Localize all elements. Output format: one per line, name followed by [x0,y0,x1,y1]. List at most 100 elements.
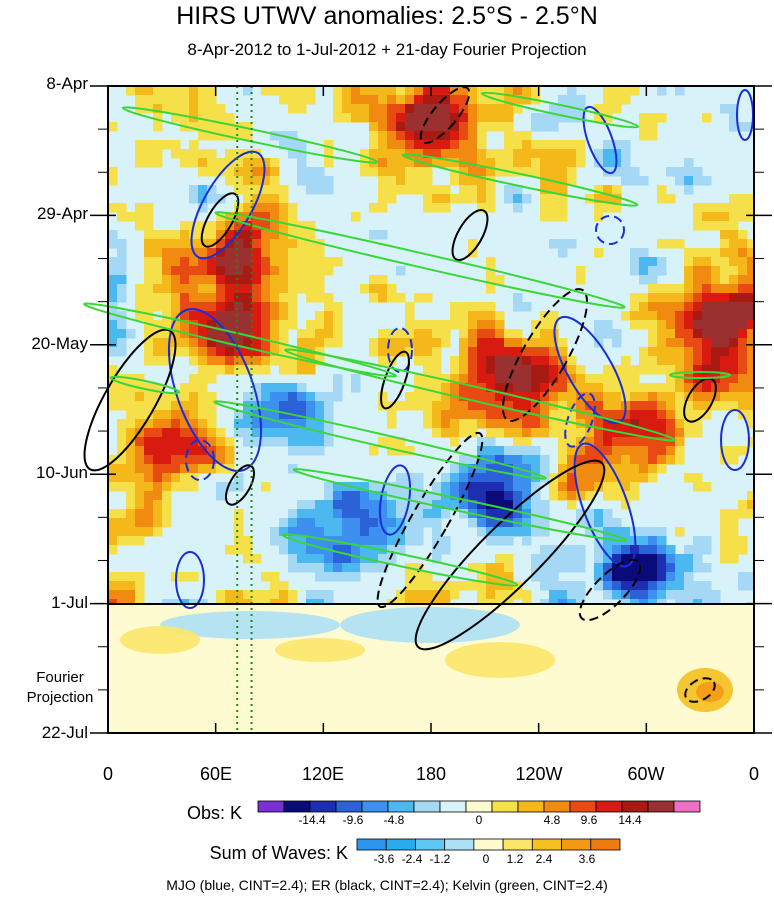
kelvin-contour [83,302,397,378]
obs-cell [684,563,694,573]
obs-cell [486,158,496,168]
obs-cell [423,86,433,96]
obs-cell [279,293,289,303]
obs-cell [378,149,388,159]
obs-cell [567,590,577,600]
obs-cell [180,455,190,465]
obs-cell [666,428,676,438]
obs-cell [630,302,640,312]
obs-cell [306,293,316,303]
obs-cell [693,212,703,222]
obs-cell [162,320,172,330]
obs-cell [531,554,541,564]
obs-cell [486,428,496,438]
chart-subtitle: 8-Apr-2012 to 1-Jul-2012 + 21-day Fourie… [187,40,587,59]
obs-cell [216,464,226,474]
obs-cell [198,104,208,114]
obs-cell [261,428,271,438]
obs-cell [207,446,217,456]
obs-cell [684,473,694,483]
obs-cell [747,203,754,213]
obs-cell [468,302,478,312]
obs-cell [423,176,433,186]
obs-cell [612,95,622,105]
obs-cell [261,221,271,231]
obs-cell [576,509,586,519]
obs-cell [693,176,703,186]
obs-cell [639,527,649,537]
obs-cell [378,104,388,114]
obs-cell [189,122,199,132]
obs-cell [162,239,172,249]
obs-cell [306,518,316,528]
obs-cell [288,266,298,276]
obs-cell [396,338,406,348]
obs-cell [171,428,181,438]
obs-cell [477,599,487,604]
obs-cell [576,563,586,573]
obs-cell [693,581,703,591]
obs-cell [288,86,298,96]
obs-cell [405,527,415,537]
obs-cell [747,365,754,375]
obs-cell [360,104,370,114]
obs-cell [648,581,658,591]
obs-cell [117,257,127,267]
obs-cell [648,554,658,564]
obs-cell [423,338,433,348]
obs-cell [738,320,748,330]
obs-cell [117,509,127,519]
obs-cell [504,347,514,357]
obs-cell [207,392,217,402]
obs-cell [738,338,748,348]
obs-cell [288,356,298,366]
obs-cell [549,473,559,483]
obs-cell [144,248,154,258]
obs-cell [180,437,190,447]
obs-cell [288,527,298,537]
obs-cell [243,545,253,555]
obs-cell [387,86,397,96]
obs-cell [270,167,280,177]
obs-cell [477,104,487,114]
obs-cell [468,149,478,159]
obs-cell [468,239,478,249]
obs-cell [225,149,235,159]
obs-cell [495,329,505,339]
obs-cell [252,338,262,348]
obs-cell [657,527,667,537]
obs-cell [639,122,649,132]
obs-cell [729,320,739,330]
obs-cell [441,329,451,339]
obs-cell [504,419,514,429]
obs-cell [558,113,568,123]
obs-cell [666,329,676,339]
obs-cell [459,104,469,114]
obs-cell [369,347,379,357]
obs-cell [189,86,199,96]
obs-cell [189,383,199,393]
obs-cell [468,473,478,483]
obs-cell [639,311,649,321]
obs-cell [729,257,739,267]
obs-cell [153,356,163,366]
obs-cell [612,446,622,456]
obs-cell [432,491,442,501]
obs-cell [189,455,199,465]
obs-cell [180,473,190,483]
obs-cell [315,545,325,555]
obs-cell [477,302,487,312]
obs-cell [153,509,163,519]
obs-cell [414,149,424,159]
obs-cell [531,527,541,537]
obs-cell [603,563,613,573]
obs-cell [261,275,271,285]
obs-cell [639,455,649,465]
y-tick-label: 20-May [31,334,88,353]
obs-cell [360,527,370,537]
obs-cell [630,437,640,447]
obs-cell [225,311,235,321]
obs-cell [495,563,505,573]
obs-cell [648,563,658,573]
obs-cell [396,599,406,604]
